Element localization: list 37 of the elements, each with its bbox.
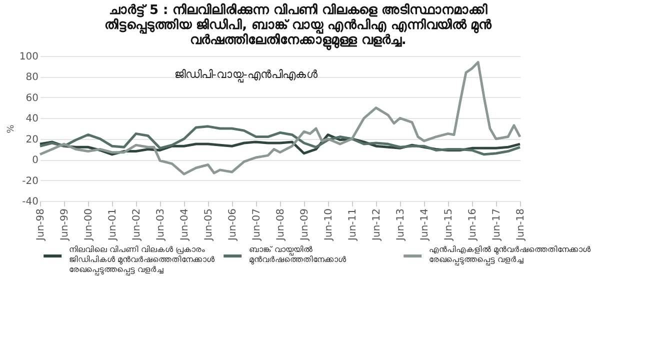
y-tick-label: 60 <box>26 92 38 104</box>
x-tick-label: Jun-09 <box>300 208 311 242</box>
x-tick-label: Jun-17 <box>492 208 503 242</box>
line-series <box>38 60 522 176</box>
x-tick-label: Jun-10 <box>324 208 334 242</box>
y-tick-label: 80 <box>26 72 38 84</box>
x-tick-label: Jun-04 <box>180 208 191 242</box>
x-tick-label: Jun-16 <box>468 208 479 242</box>
x-tick-label: Jun-03 <box>155 208 166 242</box>
x-tick-label: Jun-12 <box>372 208 383 242</box>
legend-label: നിലവിലെ വിപണി വിലകൾ പ്രകാരം ജിഡിപികൾ മുൻവർഷത്തെതിനേക്കാൾ രേഖപ്പെടുത്തപ്പെട്ട വളർച്ച <box>68 245 216 275</box>
x-tick-label: Jun-07 <box>251 208 262 242</box>
x-tick-label: Jun-15 <box>443 208 454 242</box>
y-tick-label: 100 <box>19 52 38 62</box>
x-tick-label: Jun-11 <box>347 208 358 242</box>
chart-title: ചാർട്ട് 5 : നിലവിലിരിക്കുന്ന വിപണി വിലകളെ അടിസ്ഥാനമാക്കി തിട്ടപ്പെടുത്തിയ ജിഡിപി, ബാങ്ക് വായ്പ എൻപിഎ എന്നിവയിൽ മുൻ വർഷത്തിലേതിനേക്കാളുമുള്ള വളർച്ച. <box>104 2 493 51</box>
line-series <box>38 125 522 156</box>
legend-label: എൻപിഎകളിൽ മുൻവർഷത്തെതിനേക്കാൾ രേഖപ്പെടുത്തപ്പെട്ട വളർച്ച <box>428 245 592 265</box>
x-tick-label: Jun-13 <box>396 208 407 242</box>
x-tick-label: Jun-00 <box>84 208 95 242</box>
x-tick-label: Jun-06 <box>228 208 238 242</box>
y-tick-label: 0 <box>32 155 38 166</box>
legend-label: ബാങ്ക് വായ്പയിൽ മുൻവർഷത്തെതിനേക്കാൾ <box>248 245 347 264</box>
y-tick-label: 20 <box>26 134 38 146</box>
x-tick-label: Jun-08 <box>276 208 287 242</box>
annotation: ജിഡിപി-വായ്പ-എൻപിഎകൾ <box>174 68 318 82</box>
x-tick-label: Jun-02 <box>132 208 142 242</box>
x-tick-label: Jun-05 <box>204 208 215 242</box>
x-tick-label: Jun-99 <box>59 208 70 242</box>
y-tick-label: -20 <box>22 176 38 187</box>
x-tick-label: Jun-98 <box>36 208 46 242</box>
y-tick-label: 40 <box>26 114 38 125</box>
x-tick-label: Jun-01 <box>108 208 119 242</box>
y-tick-label: -40 <box>22 196 38 208</box>
y-axis-title: % <box>6 124 16 134</box>
x-tick-label: Jun-14 <box>420 208 430 242</box>
x-tick-label: Jun-18 <box>516 208 526 242</box>
